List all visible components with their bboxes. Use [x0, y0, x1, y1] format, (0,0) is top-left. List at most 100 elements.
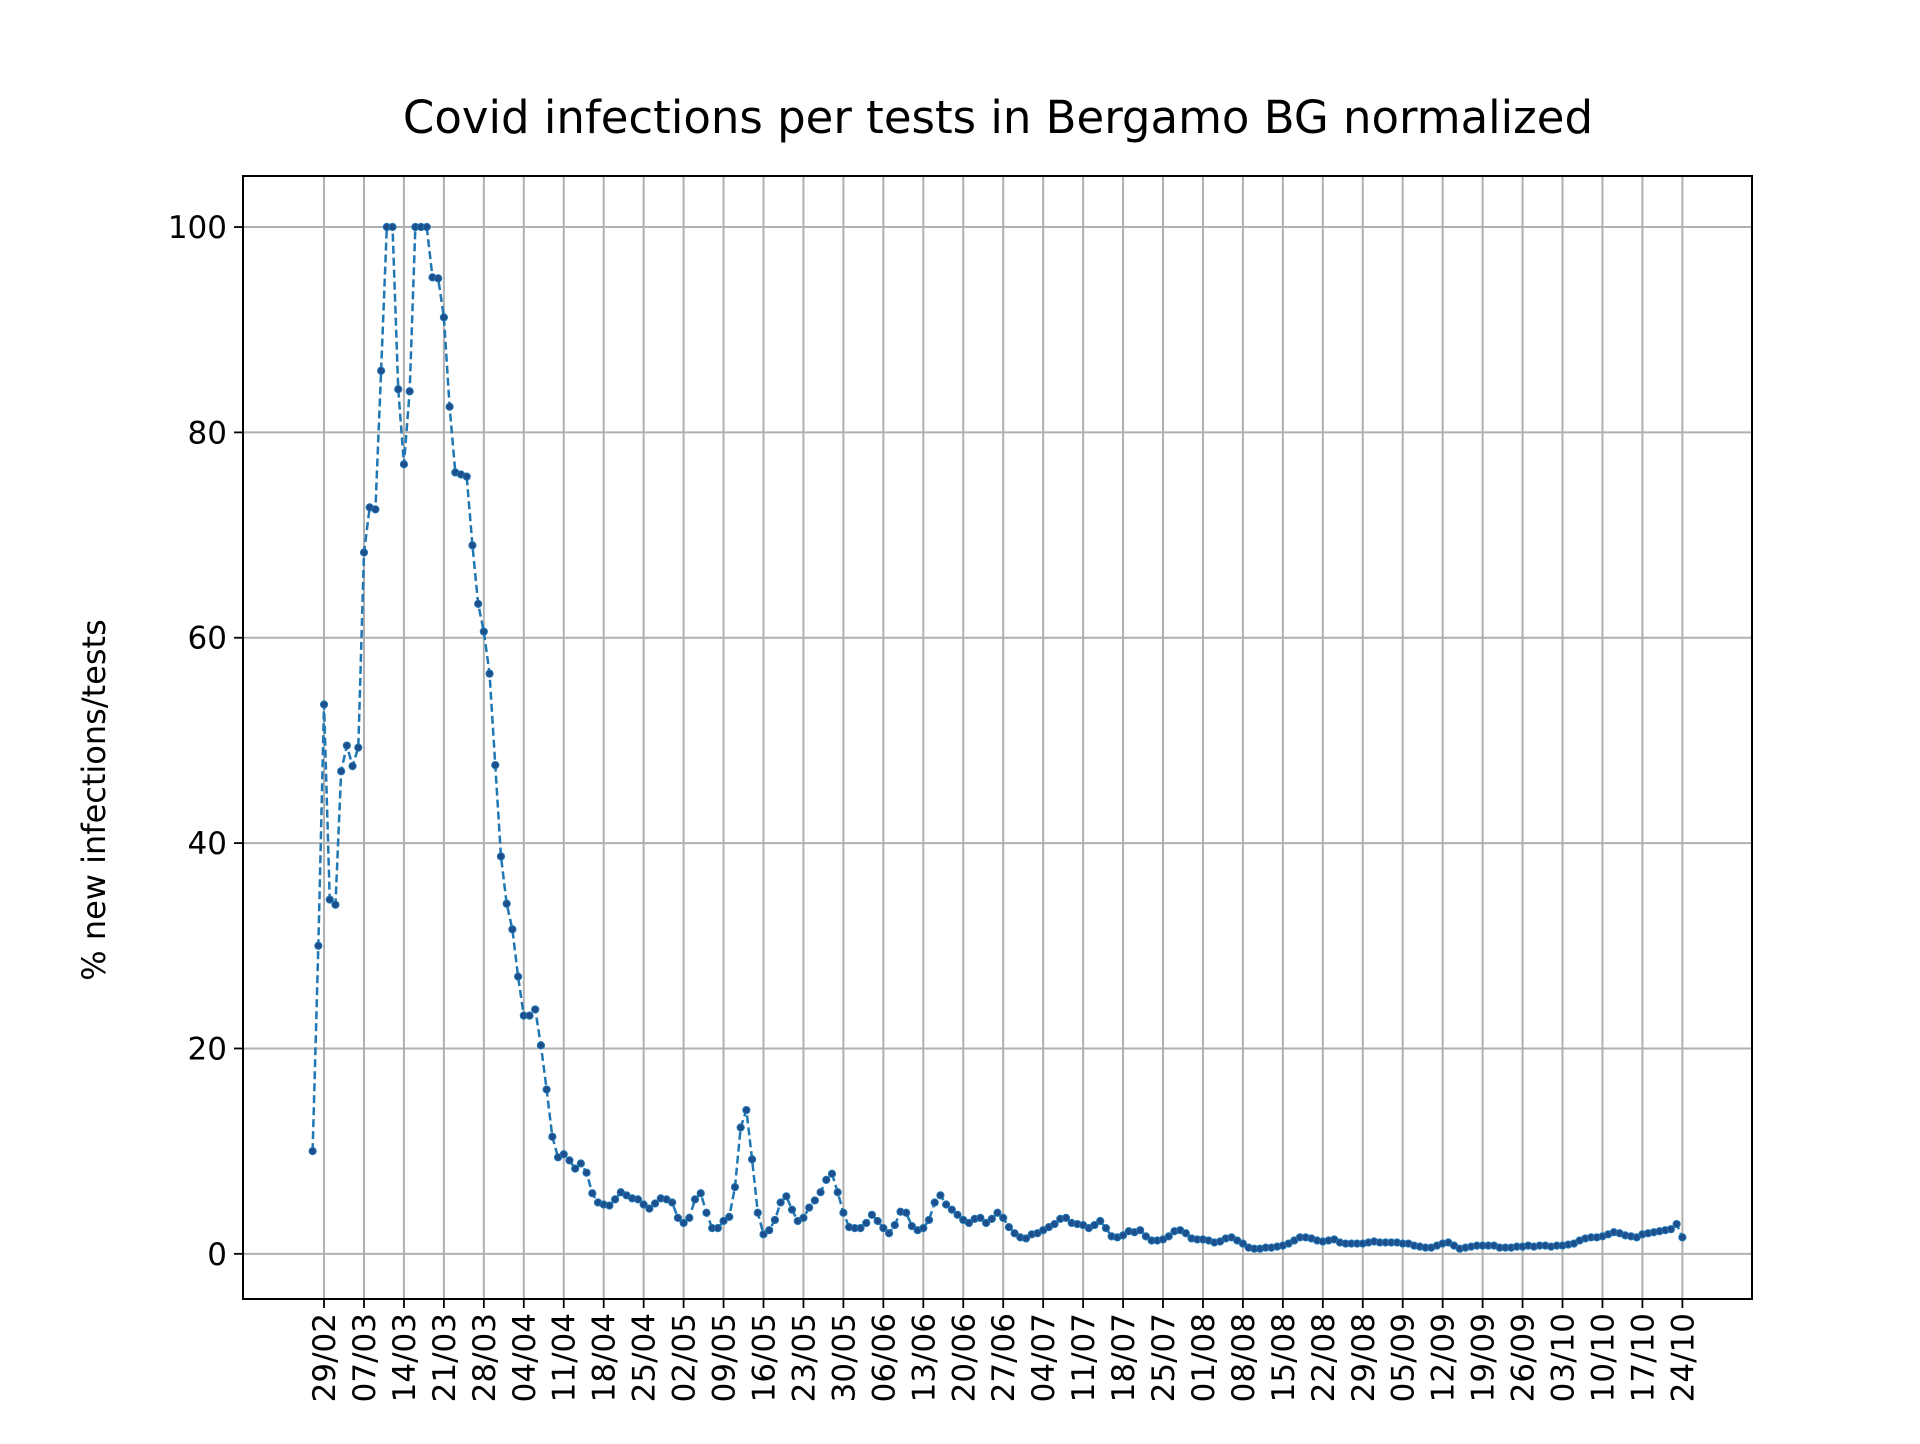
point [337, 767, 346, 776]
point [439, 313, 448, 322]
y-tick-label: 100 [168, 210, 227, 246]
point [388, 222, 397, 232]
x-tick-label: 30/05 [826, 1313, 862, 1402]
point [993, 1208, 1002, 1217]
x-tick-label: 16/05 [747, 1313, 783, 1402]
point [485, 669, 494, 678]
point [1141, 1232, 1150, 1241]
point [964, 1218, 974, 1228]
point [719, 1216, 728, 1226]
point [1678, 1233, 1687, 1242]
x-tick-label: 06/06 [866, 1313, 902, 1402]
point [536, 1041, 546, 1050]
x-tick-label: 12/09 [1426, 1313, 1462, 1402]
point [827, 1169, 837, 1178]
point [491, 760, 500, 770]
point [736, 1123, 745, 1132]
point [531, 1005, 540, 1014]
point [759, 1230, 768, 1239]
x-tick-label: 17/10 [1625, 1313, 1661, 1402]
x-tick-label: 11/07 [1066, 1313, 1102, 1402]
point [668, 1198, 677, 1207]
point [445, 402, 454, 411]
x-tick-label: 25/07 [1146, 1313, 1182, 1402]
x-tick-label: 20/06 [946, 1313, 982, 1402]
point [1101, 1224, 1111, 1233]
point [776, 1198, 785, 1207]
point [947, 1205, 956, 1214]
point [508, 925, 517, 934]
point [319, 700, 329, 709]
point [822, 1175, 831, 1184]
x-tick-label: 14/03 [387, 1313, 423, 1402]
point [867, 1210, 877, 1219]
point [1061, 1213, 1071, 1222]
point [805, 1203, 814, 1212]
point [810, 1196, 819, 1205]
x-tick-label: 15/08 [1266, 1313, 1302, 1402]
point [765, 1226, 774, 1235]
point [645, 1204, 654, 1213]
point [696, 1189, 705, 1198]
point [862, 1218, 871, 1228]
plot-frame [242, 175, 1753, 1300]
point [377, 366, 386, 375]
y-axis-label: % new infections/tests [75, 619, 113, 980]
point [513, 972, 523, 981]
point [1096, 1216, 1105, 1226]
point [1050, 1219, 1059, 1229]
point [1181, 1229, 1190, 1238]
point [502, 899, 511, 908]
y-tick-label: 80 [188, 415, 227, 451]
point [884, 1229, 894, 1238]
x-tick-label: 01/08 [1186, 1313, 1222, 1402]
x-tick-label: 29/02 [307, 1313, 343, 1402]
point [468, 541, 477, 550]
point [725, 1212, 734, 1221]
point [559, 1150, 568, 1159]
x-tick-label: 04/04 [507, 1313, 543, 1402]
x-tick-label: 09/05 [707, 1313, 743, 1402]
point [856, 1224, 865, 1233]
x-tick-label: 02/05 [667, 1313, 703, 1402]
point [816, 1188, 825, 1197]
point [942, 1200, 951, 1209]
point [890, 1220, 899, 1230]
point [902, 1208, 911, 1217]
point [650, 1199, 660, 1208]
point [525, 1011, 534, 1020]
x-tick-label: 25/04 [627, 1313, 663, 1402]
point [873, 1216, 882, 1226]
x-tick-label: 19/09 [1466, 1313, 1502, 1402]
x-tick-label: 29/08 [1346, 1313, 1382, 1402]
point [919, 1224, 928, 1233]
point [702, 1208, 711, 1217]
x-tick-label: 22/08 [1306, 1313, 1342, 1402]
point [1666, 1225, 1676, 1234]
point [679, 1218, 688, 1228]
x-tick-label: 05/09 [1386, 1313, 1422, 1402]
point [605, 1201, 614, 1210]
point [1672, 1219, 1681, 1229]
point [690, 1195, 700, 1204]
point [394, 385, 403, 394]
point [474, 599, 483, 608]
point [685, 1213, 694, 1222]
point [331, 900, 340, 909]
point [1118, 1231, 1128, 1240]
point [611, 1195, 620, 1204]
x-tick-label: 18/04 [587, 1313, 623, 1402]
y-tick-label: 20 [188, 1031, 227, 1067]
x-tick-label: 18/07 [1106, 1313, 1142, 1402]
point [713, 1224, 722, 1233]
point [354, 743, 363, 752]
point [314, 941, 323, 950]
chart-title: Covid infections per tests in Bergamo BG… [403, 91, 1593, 144]
point [434, 274, 443, 283]
y-tick-label: 60 [188, 621, 227, 657]
point [747, 1155, 757, 1164]
point [839, 1208, 848, 1217]
point [548, 1132, 557, 1141]
point [325, 895, 334, 904]
